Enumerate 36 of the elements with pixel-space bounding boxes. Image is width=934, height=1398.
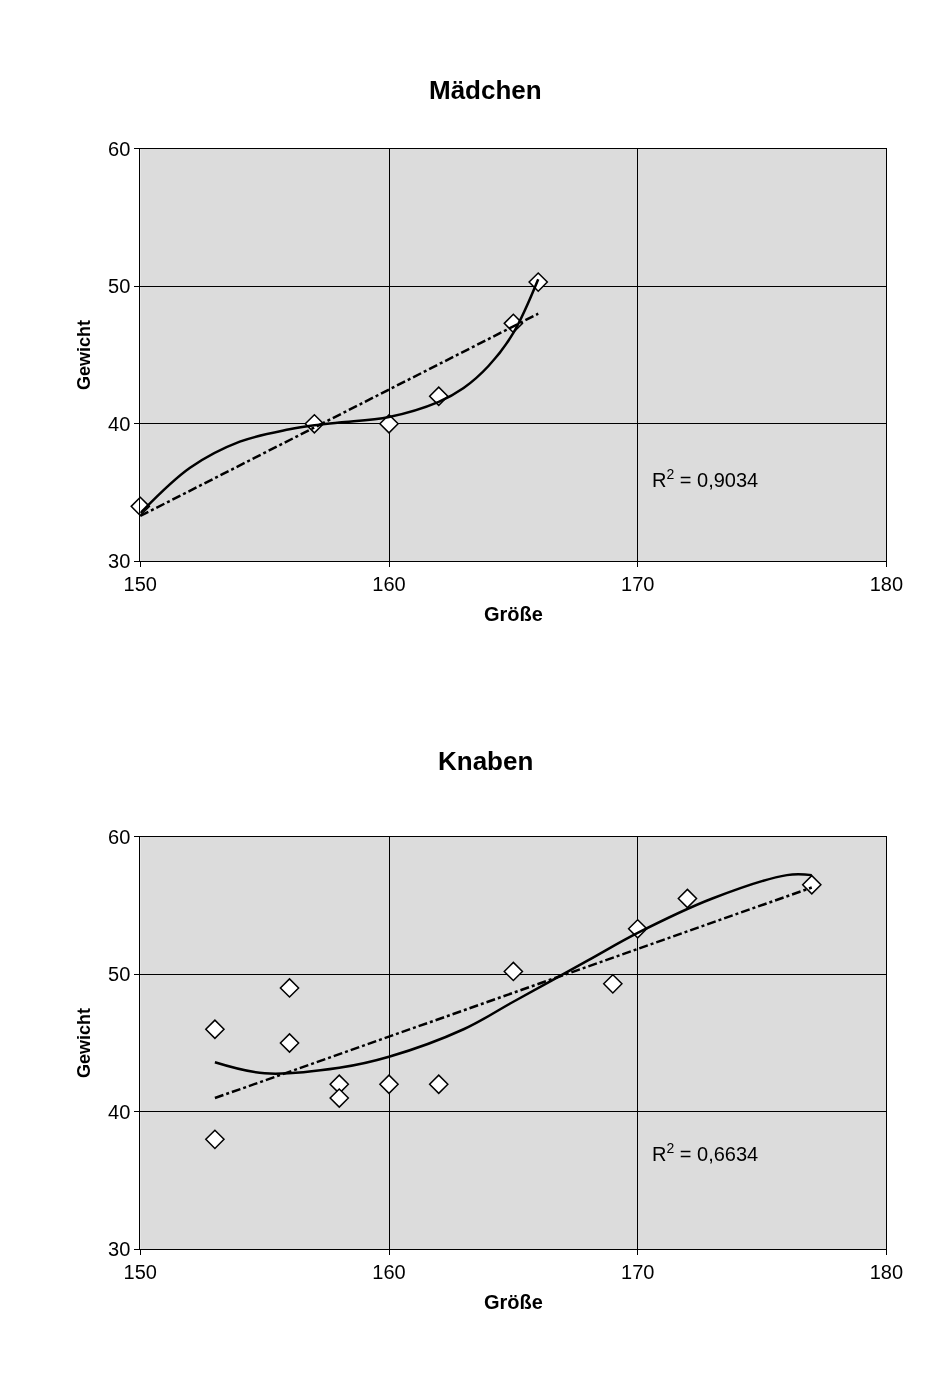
point [205,1019,225,1040]
point [205,1129,225,1150]
y-axis-title: Gewicht [74,1007,95,1079]
y-tick-label: 60 [108,137,131,160]
x-tick-label: 180 [869,1261,904,1284]
chart-title: Mädchen [429,75,542,105]
y-tick-label: 50 [108,275,131,298]
y-tick-label: 40 [108,1100,131,1123]
point [602,973,623,994]
point [379,1074,399,1095]
x-tick-label: 150 [123,1261,157,1284]
point [379,413,399,434]
point [428,1074,449,1095]
point [279,978,300,998]
x-axis-title: Größe [483,1290,543,1313]
point [677,888,698,909]
y-tick-label: 30 [108,550,131,573]
x-tick-label: 180 [869,573,904,596]
point [503,961,524,982]
y-tick-label: 40 [108,412,131,435]
x-tick-label: 160 [372,573,406,596]
point [801,874,822,895]
x-tick-label: 170 [621,573,655,596]
y-tick-label: 60 [108,825,131,848]
point [329,1088,350,1108]
x-axis-title: Größe [483,602,543,625]
y-tick-label: 30 [108,1238,131,1261]
y-tick-label: 50 [108,963,131,986]
y-axis-title: Gewicht [74,319,95,391]
x-tick-label: 160 [372,1261,406,1284]
annotation: R$^{2}$ = 0,6634 [652,1140,759,1166]
annotation: R$^{2}$ = 0,9034 [652,466,759,492]
x-tick-label: 170 [621,1261,655,1284]
x-tick-label: 150 [123,573,157,596]
point [279,1033,300,1053]
chart-title: Knaben [438,746,534,776]
